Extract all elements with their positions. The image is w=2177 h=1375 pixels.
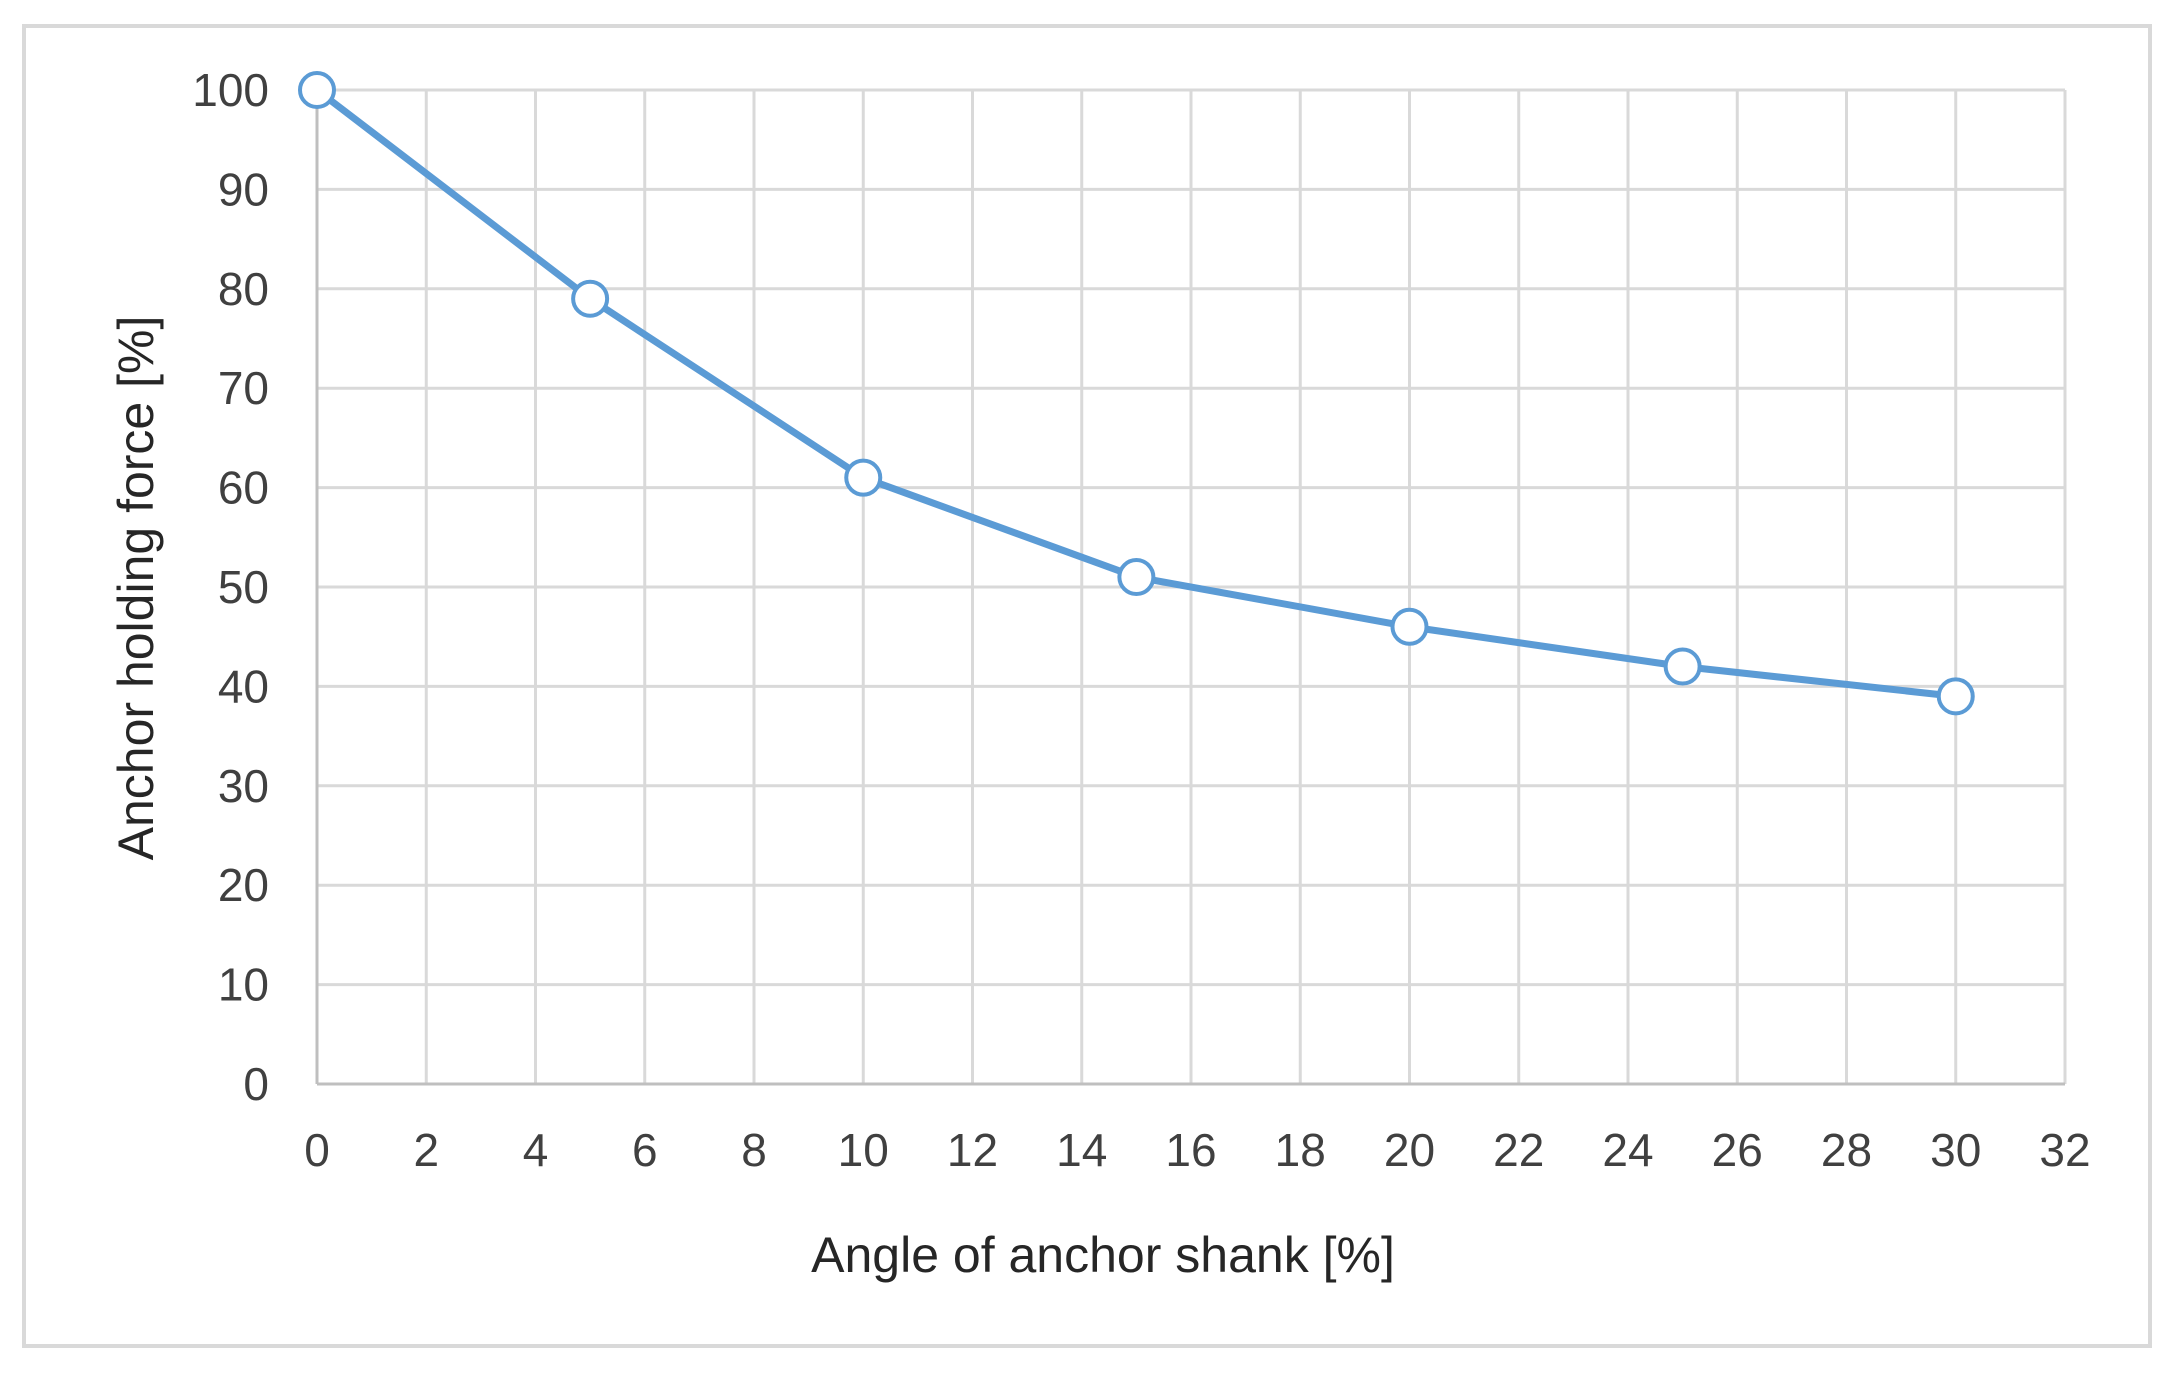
x-tick-label-12: 24: [1602, 1124, 1653, 1176]
x-tick-label-3: 6: [632, 1124, 658, 1176]
y-tick-label-2: 20: [218, 859, 269, 911]
x-tick-label-8: 16: [1165, 1124, 1216, 1176]
tick-labels: 0 2 4 6 8 10 12 14 16 18 20 22 24 26 28 30 3201020304050…: [192, 64, 2090, 1176]
y-tick-label-1: 10: [218, 959, 269, 1011]
x-tick-label-4: 8: [741, 1124, 767, 1176]
y-tick-label-10: 100: [192, 64, 269, 116]
data-point-0-2: [844, 458, 883, 497]
x-tick-label-6: 12: [947, 1124, 998, 1176]
data-point-0-0: [298, 71, 336, 109]
axes: [315, 90, 2065, 1086]
y-tick-label-8: 80: [218, 263, 269, 315]
x-tick-label-14: 28: [1821, 1124, 1872, 1176]
y-tick-label-3: 30: [218, 760, 269, 812]
x-tick-label-1: 2: [413, 1124, 439, 1176]
data-point-0-5: [1663, 647, 1702, 686]
y-axis-title: Anchor holding force [%]: [108, 316, 164, 861]
y-tick-label-0: 0: [243, 1058, 269, 1110]
series-line-0: [313, 86, 1960, 700]
data-point-0-3: [1117, 558, 1156, 597]
y-tick-label-5: 50: [218, 561, 269, 613]
x-tick-label-13: 26: [1712, 1124, 1763, 1176]
grid: [317, 88, 2067, 1084]
y-tick-label-9: 90: [218, 163, 269, 215]
y-tick-label-7: 70: [218, 362, 269, 414]
data-series: [313, 86, 1960, 700]
data-markers: [298, 71, 1975, 716]
x-tick-label-15: 30: [1930, 1124, 1981, 1176]
data-point-0-6: [1936, 677, 1975, 716]
x-tick-label-11: 22: [1493, 1124, 1544, 1176]
x-tick-label-16: 32: [2039, 1124, 2090, 1176]
x-tick-label-5: 10: [838, 1124, 889, 1176]
x-tick-label-0: 0: [304, 1124, 330, 1176]
x-tick-label-7: 14: [1056, 1124, 1107, 1176]
x-tick-label-9: 18: [1275, 1124, 1326, 1176]
y-tick-label-4: 40: [218, 660, 269, 712]
data-point-0-4: [1390, 607, 1429, 646]
y-tick-label-6: 60: [218, 462, 269, 514]
x-axis-title: Angle of anchor shank [%]: [811, 1227, 1395, 1283]
data-point-0-1: [571, 279, 610, 318]
x-tick-label-10: 20: [1384, 1124, 1435, 1176]
x-tick-label-2: 4: [523, 1124, 549, 1176]
